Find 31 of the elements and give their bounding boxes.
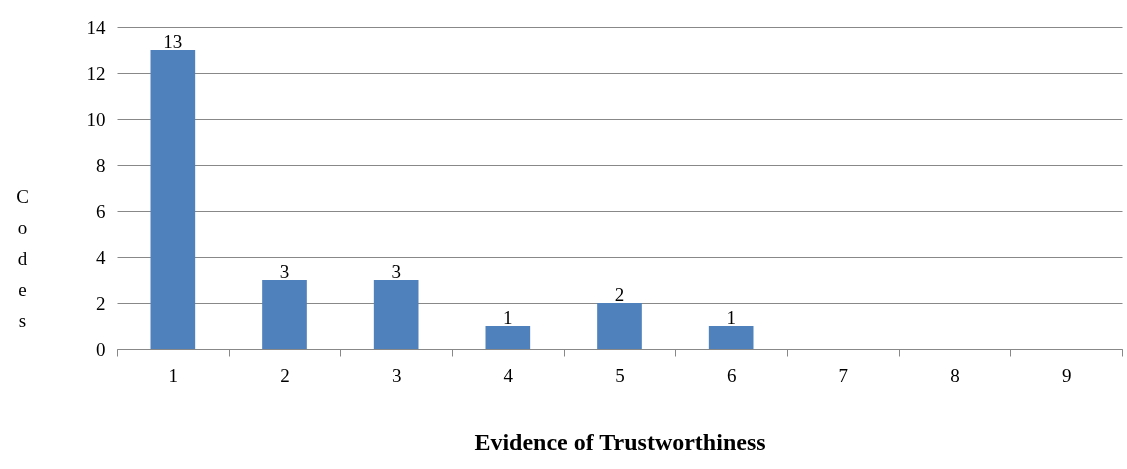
data-label: 13 xyxy=(163,31,183,52)
y-tick-label: 14 xyxy=(86,16,106,38)
y-tick-label: 0 xyxy=(96,338,106,360)
data-label: 2 xyxy=(614,284,625,305)
data-label: 1 xyxy=(726,307,736,328)
bar xyxy=(708,326,754,349)
x-axis-title: Evidence of Trustworthiness xyxy=(474,428,766,455)
x-tick-label: 7 xyxy=(838,364,849,386)
bar xyxy=(373,280,419,349)
y-tick-label: 2 xyxy=(96,292,106,314)
data-label: 1 xyxy=(503,307,513,328)
y-tick-label: 10 xyxy=(86,108,106,130)
x-tick-label: 8 xyxy=(950,364,960,386)
x-tick-label: 5 xyxy=(615,364,625,386)
x-tick-label: 2 xyxy=(280,364,290,386)
bar xyxy=(485,326,531,349)
y-tick-label: 6 xyxy=(96,200,106,222)
bar xyxy=(262,280,307,349)
x-tick-label: 1 xyxy=(168,364,179,386)
y-tick-label: 8 xyxy=(96,154,106,176)
data-label: 3 xyxy=(391,261,401,282)
x-tick-label: 6 xyxy=(726,364,737,386)
bar xyxy=(597,303,642,349)
y-tick-label: 4 xyxy=(96,246,106,268)
y-tick-label: 12 xyxy=(86,62,106,84)
x-tick-label: 3 xyxy=(391,364,402,386)
data-label: 3 xyxy=(279,261,290,282)
x-tick-label: 4 xyxy=(503,364,514,386)
y-axis-title: Codes xyxy=(16,185,29,331)
bar xyxy=(150,50,196,349)
x-tick-label: 9 xyxy=(1061,364,1072,386)
